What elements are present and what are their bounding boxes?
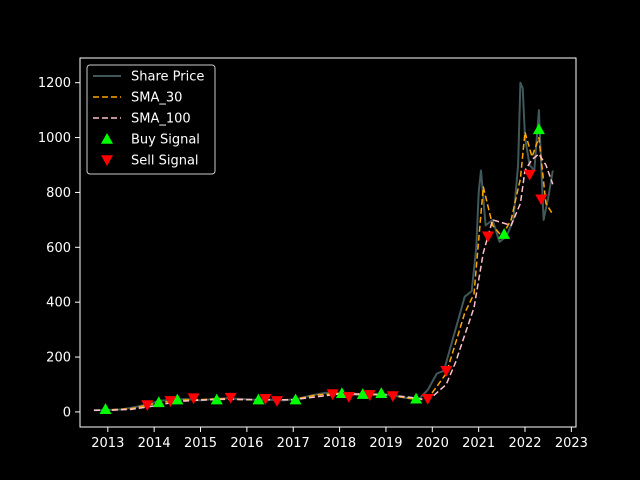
sell-signal-marker <box>141 400 154 412</box>
x-tick-label: 2013 <box>91 436 124 451</box>
x-tick-label: 2014 <box>138 436 171 451</box>
sell-signal-marker <box>187 393 200 405</box>
x-axis: 2013 2014 2015 2016 2017 2018 2019 2020 2021 2022… <box>91 427 588 451</box>
sell-signal-marker <box>224 392 237 404</box>
buy-signal-marker <box>171 393 184 405</box>
y-tick-label: 400 <box>46 296 71 311</box>
legend-handle <box>101 133 113 144</box>
sell-signal-marker <box>535 194 548 206</box>
y-tick-label: 800 <box>46 186 71 201</box>
y-tick-label: 1000 <box>38 131 71 146</box>
sell-signal-marker <box>164 396 177 407</box>
x-tick-label: 2022 <box>508 436 541 451</box>
y-tick-label: 600 <box>46 241 71 256</box>
buy-signal-marker <box>152 396 165 408</box>
x-tick-label: 2017 <box>277 436 310 451</box>
sell-signal-marker <box>386 391 399 402</box>
buy-signal-marker <box>410 392 423 404</box>
sell-signal-marker <box>259 393 272 405</box>
legend-label: Share Price <box>131 70 204 85</box>
y-axis: 0 200 400 600 800 1000 1200 <box>38 76 80 420</box>
sell-signal-marker <box>363 390 376 401</box>
legend-label: Buy Signal <box>131 133 200 148</box>
sell-signal-marker <box>421 393 434 405</box>
buy-signal-marker <box>210 393 223 405</box>
buy-signal-marker <box>356 388 369 399</box>
x-tick-label: 2015 <box>184 436 217 451</box>
legend-label: SMA_30 <box>131 91 182 106</box>
buy-signal-marker <box>99 403 112 414</box>
y-tick-label: 200 <box>46 351 71 366</box>
y-tick-label: 1200 <box>38 76 71 91</box>
y-tick-label: 0 <box>63 405 71 420</box>
x-tick-label: 2021 <box>462 436 495 451</box>
sell-signal-marker <box>440 365 453 377</box>
plot-frame <box>79 57 577 428</box>
buy-signal-marker <box>289 393 302 405</box>
legend-label: SMA_100 <box>131 112 191 127</box>
buy-signal-marker <box>532 123 545 135</box>
x-tick-label: 2023 <box>555 436 588 451</box>
legend-box <box>86 64 216 175</box>
sell-signal-marker <box>326 389 339 401</box>
signal-markers-layer <box>99 123 548 414</box>
legend: Share Price SMA_30 SMA_100 Buy Signal Sell S… <box>86 64 216 175</box>
sell-signal-marker <box>271 396 284 407</box>
legend-handle <box>101 155 113 166</box>
sell-signal-marker <box>523 169 536 181</box>
sell-signal-marker <box>342 392 355 403</box>
x-tick-label: 2019 <box>369 436 402 451</box>
legend-label: Sell Signal <box>131 154 199 169</box>
x-tick-label: 2018 <box>323 436 356 451</box>
buy-signal-marker <box>375 387 388 399</box>
x-tick-label: 2020 <box>416 436 449 451</box>
sell-signal-marker <box>481 231 494 243</box>
buy-signal-marker <box>252 393 265 405</box>
buy-signal-marker <box>498 228 511 239</box>
x-tick-label: 2016 <box>230 436 263 451</box>
